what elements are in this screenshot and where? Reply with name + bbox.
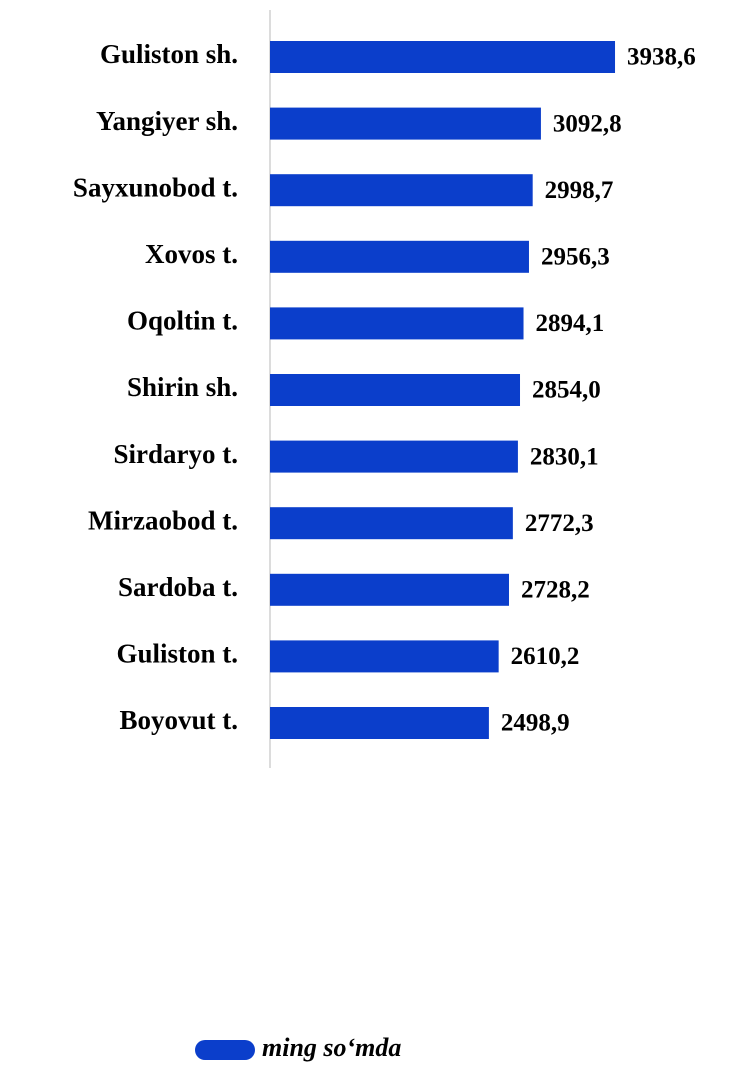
value-label: 2998,7 [545, 177, 614, 204]
bar [270, 307, 524, 339]
bar [270, 441, 518, 473]
value-label: 2830,1 [530, 443, 599, 470]
category-label: Xovos t. [145, 239, 238, 269]
bar [270, 241, 529, 273]
value-label: 2498,9 [501, 710, 570, 737]
bar [270, 640, 499, 672]
value-label: 2772,3 [525, 510, 594, 537]
value-label: 2610,2 [511, 643, 580, 670]
category-label: Boyovut t. [119, 705, 238, 735]
category-label: Guliston t. [116, 639, 238, 669]
legend-label: ming so‘mda [262, 1033, 401, 1062]
category-label: Sayxunobod t. [73, 172, 238, 202]
value-label: 2854,0 [532, 377, 601, 404]
legend-swatch [195, 1040, 255, 1060]
bar [270, 174, 533, 206]
category-label: Sardoba t. [118, 572, 238, 602]
chart: Guliston sh. 3938,6 Yangiyer sh. 3092,8 Sayx… [0, 0, 737, 1076]
bar [270, 507, 513, 539]
category-label: Shirin sh. [127, 372, 238, 402]
category-label: Yangiyer sh. [96, 106, 238, 136]
bar [270, 574, 509, 606]
category-label: Mirzaobod t. [88, 505, 238, 535]
category-label: Oqoltin t. [127, 306, 238, 336]
bar [270, 374, 520, 406]
value-label: 3092,8 [553, 110, 622, 137]
value-label: 2728,2 [521, 577, 590, 604]
category-label: Guliston sh. [100, 39, 238, 69]
value-label: 2894,1 [536, 310, 605, 337]
category-label: Sirdaryo t. [114, 439, 239, 469]
bar [270, 108, 541, 140]
bar [270, 41, 615, 73]
value-label: 2956,3 [541, 244, 610, 271]
bar [270, 707, 489, 739]
value-label: 3938,6 [627, 44, 696, 71]
